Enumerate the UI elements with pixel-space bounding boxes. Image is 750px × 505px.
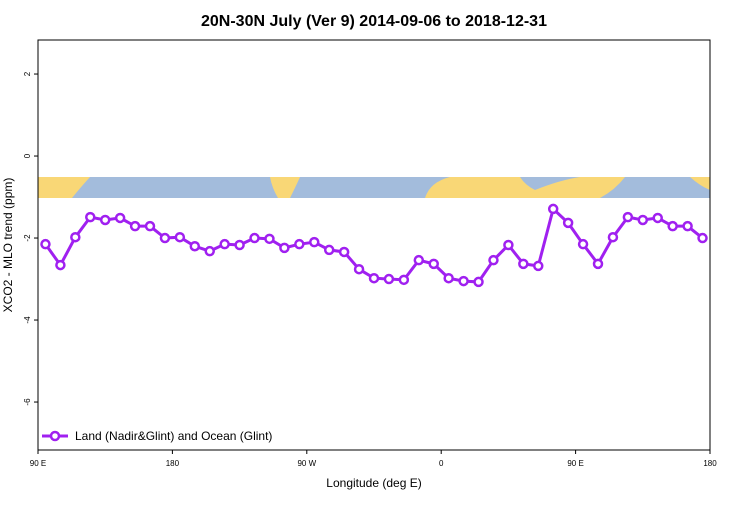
x-tick-label: 180 [166,459,180,468]
data-point [518,258,529,270]
x-tick-label: 0 [439,459,444,468]
y-tick-label: 0 [23,153,32,158]
data-point [488,254,499,266]
series-line [44,206,704,284]
data-point [398,274,410,286]
data-point [592,258,604,270]
data-point [264,233,275,245]
data-point [279,242,290,254]
data-point [458,275,469,287]
data-point [85,211,96,223]
data-point [174,231,186,243]
x-tick-label: 90 E [567,459,583,468]
map-strip [38,177,710,198]
data-point [159,232,171,244]
data-point [40,238,51,250]
y-tick-label: 2 [23,71,32,76]
y-axis-label: XCO2 - MLO trend (ppm) [1,178,15,313]
data-point [294,238,305,250]
data-point [607,231,619,243]
data-point [234,239,245,251]
data-point [338,246,350,258]
y-tick-label: -6 [23,398,32,406]
data-point [562,217,574,229]
data-point [55,259,66,271]
chart-title: 20N-30N July (Ver 9) 2014-09-06 to 2018-… [201,13,547,30]
data-point [577,238,589,250]
data-point [428,258,439,270]
data-point [622,211,634,223]
data-point [70,231,81,243]
data-point [503,239,514,251]
data-point [547,203,559,215]
data-point [637,214,649,226]
y-tick-label: -2 [23,234,32,242]
x-axis-label: Longitude (deg E) [326,476,421,490]
y-tick-label: -4 [23,316,32,324]
data-point [667,220,678,232]
data-point [533,260,544,272]
data-point [99,214,111,226]
legend-label: Land (Nadir&Glint) and Ocean (Glint) [75,429,272,443]
legend-marker [49,430,61,442]
data-point [682,220,693,232]
data-point [219,238,230,250]
data-point [204,245,215,257]
data-point [353,263,365,275]
data-point [368,272,380,284]
data-point [473,276,484,288]
data-point [413,254,425,266]
data-point [114,212,126,224]
data-point [323,244,335,256]
plot-frame [37,39,711,451]
data-point [443,272,454,284]
data-point [249,232,260,244]
data-point [652,212,663,224]
data-point [189,240,201,252]
data-point [383,273,395,285]
x-tick-label: 90 W [297,459,316,468]
data-point [129,220,141,232]
data-point [697,232,708,244]
data-point [309,236,320,248]
x-tick-label: 180 [703,459,717,468]
x-tick-label: 90 E [30,459,46,468]
data-point [144,220,156,232]
